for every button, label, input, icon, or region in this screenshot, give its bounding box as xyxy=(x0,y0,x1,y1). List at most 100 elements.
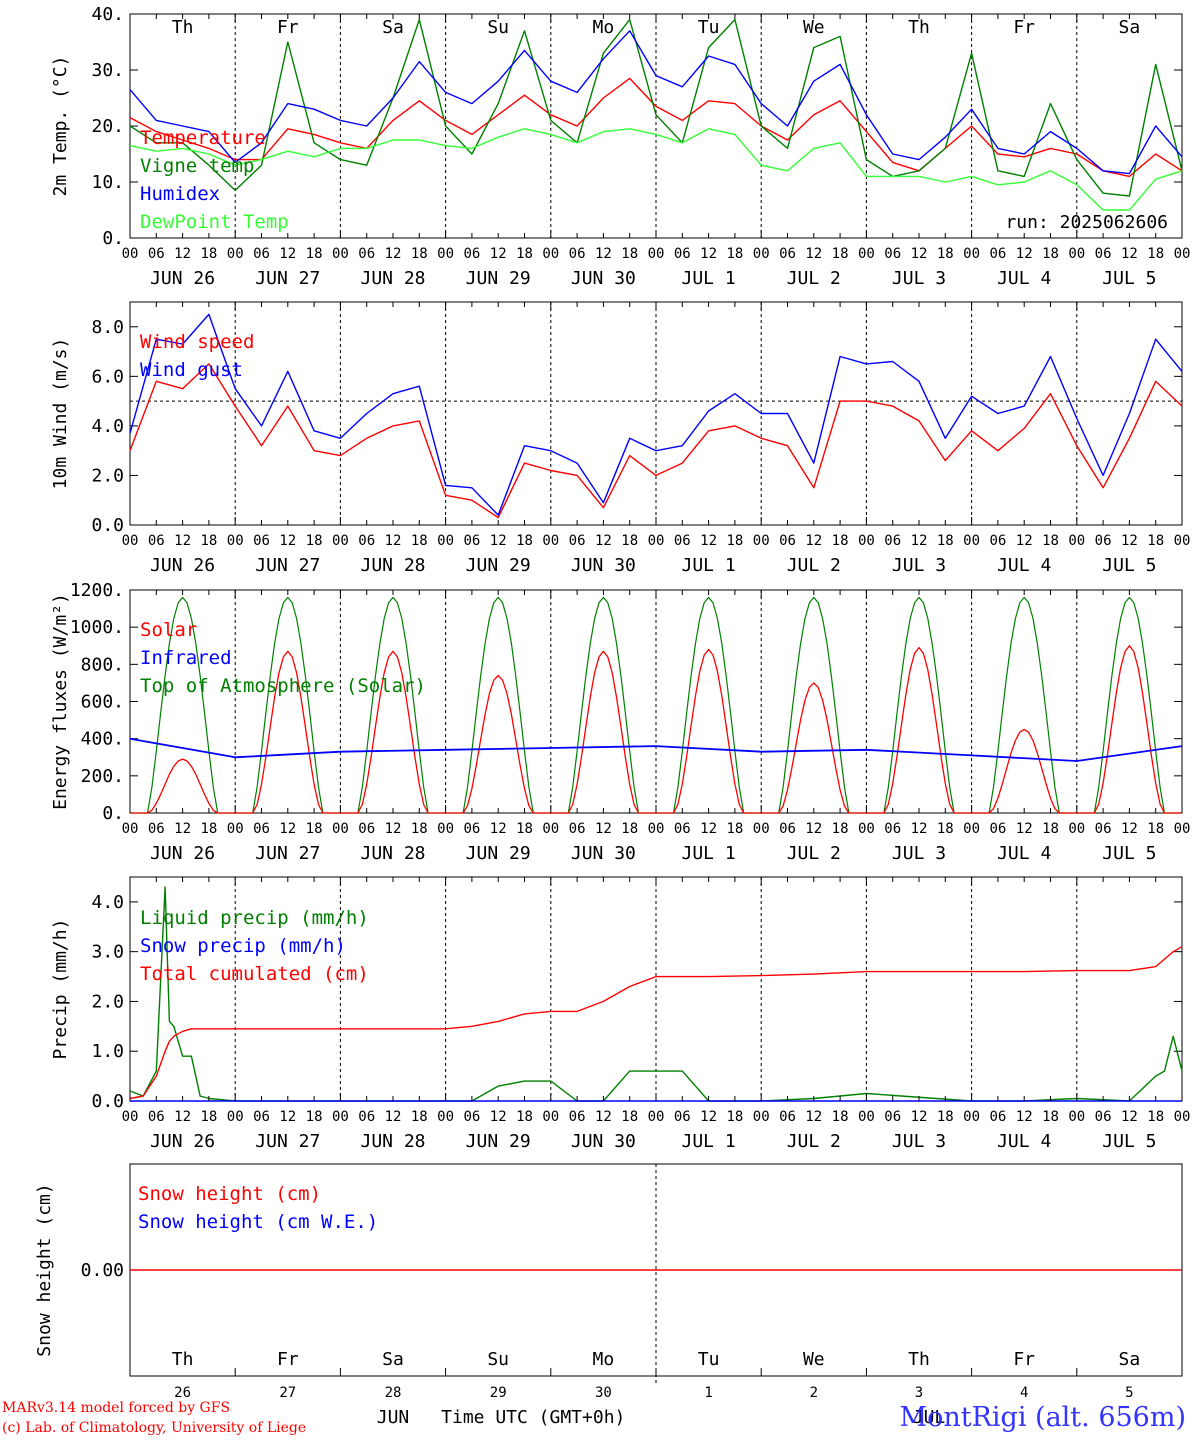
x-hour-label: 06 xyxy=(148,246,165,262)
x-hour-label: 18 xyxy=(832,246,849,262)
x-hour-label: 00 xyxy=(227,246,244,262)
x-hour-label: 18 xyxy=(726,533,743,549)
x-hour-label: 06 xyxy=(358,1109,375,1125)
x-hour-label: 12 xyxy=(490,821,507,837)
x-hour-label: 00 xyxy=(122,246,139,262)
x-date-label: JUL 3 xyxy=(892,268,946,289)
x-hour-label: 18 xyxy=(516,533,533,549)
y-tick-label: 1200. xyxy=(70,580,124,601)
y-tick-label: 2.0 xyxy=(91,465,124,486)
x-hour-label: 06 xyxy=(674,1109,691,1125)
x-hour-label: 12 xyxy=(595,246,612,262)
x-hour-label: 12 xyxy=(700,821,717,837)
x-date-label: JUL 4 xyxy=(997,555,1051,576)
x-date-label: JUL 5 xyxy=(1102,1131,1156,1152)
x-hour-label: 12 xyxy=(174,246,191,262)
x-hour-label: 00 xyxy=(332,533,349,549)
x-hour-label: 12 xyxy=(595,533,612,549)
x-hour-label: 00 xyxy=(227,533,244,549)
x-hour-label: 12 xyxy=(805,246,822,262)
x-hour-label: 00 xyxy=(963,1109,980,1125)
x-hour-label: 06 xyxy=(358,246,375,262)
y-tick-label: 2.0 xyxy=(91,991,124,1012)
y-axis-label: Energy fluxes (W/m²) xyxy=(50,593,71,810)
x-hour-label: 18 xyxy=(411,821,428,837)
x-hour-label: 06 xyxy=(884,1109,901,1125)
x-hour-label: 18 xyxy=(1042,1109,1059,1125)
x-hour-label: 18 xyxy=(306,246,323,262)
day-number-label: 4 xyxy=(1020,1385,1028,1401)
weekday-label: Sa xyxy=(1119,17,1141,38)
x-date-label: JUL 4 xyxy=(997,1131,1051,1152)
x-date-label: JUN 27 xyxy=(255,268,320,289)
y-tick-label: 4.0 xyxy=(91,892,124,913)
x-hour-label: 12 xyxy=(490,246,507,262)
weekday-label: Th xyxy=(172,1349,194,1370)
day-number-label: 30 xyxy=(595,1385,612,1401)
x-hour-label: 06 xyxy=(358,533,375,549)
x-date-label: JUN 29 xyxy=(466,843,531,864)
x-date-label: JUL 1 xyxy=(682,555,736,576)
legend-entry: Wind gust xyxy=(140,359,243,381)
x-hour-label: 00 xyxy=(1174,246,1191,262)
x-date-label: JUN 28 xyxy=(360,555,425,576)
x-date-label: JUL 2 xyxy=(787,555,841,576)
x-hour-label: 00 xyxy=(858,533,875,549)
x-hour-label: 00 xyxy=(542,1109,559,1125)
y-tick-label: 800. xyxy=(81,654,124,675)
x-hour-label: 00 xyxy=(332,246,349,262)
x-date-label: JUN 30 xyxy=(571,268,636,289)
series-line-temperature xyxy=(129,77,1183,178)
month-label: JUL xyxy=(913,1407,946,1428)
x-hour-label: 12 xyxy=(174,533,191,549)
x-hour-label: 06 xyxy=(989,821,1006,837)
x-hour-label: 06 xyxy=(989,246,1006,262)
x-hour-label: 06 xyxy=(779,246,796,262)
x-hour-label: 18 xyxy=(200,1109,217,1125)
weekday-label: Th xyxy=(172,17,194,38)
x-hour-label: 06 xyxy=(148,1109,165,1125)
x-hour-label: 06 xyxy=(884,533,901,549)
series-line-total-cumulated-cm- xyxy=(129,946,1183,1100)
y-axis-label: 10m Wind (m/s) xyxy=(50,338,71,490)
x-hour-label: 18 xyxy=(411,1109,428,1125)
x-hour-label: 18 xyxy=(937,821,954,837)
x-date-label: JUL 3 xyxy=(892,1131,946,1152)
y-tick-label: 1000. xyxy=(70,617,124,638)
x-hour-label: 06 xyxy=(674,246,691,262)
x-hour-label: 06 xyxy=(674,533,691,549)
weekday-label: Sa xyxy=(1119,1349,1141,1370)
x-hour-label: 00 xyxy=(1068,1109,1085,1125)
day-number-label: 1 xyxy=(704,1385,712,1401)
weekday-label: Mo xyxy=(593,1349,615,1370)
x-hour-label: 06 xyxy=(253,246,270,262)
x-hour-label: 00 xyxy=(753,246,770,262)
x-date-label: JUL 2 xyxy=(787,1131,841,1152)
legend-entry: Infrared xyxy=(140,647,232,669)
x-date-label: JUL 4 xyxy=(997,268,1051,289)
y-tick-label: 0. xyxy=(102,228,124,249)
x-hour-label: 06 xyxy=(463,246,480,262)
x-hour-label: 12 xyxy=(595,1109,612,1125)
x-hour-label: 00 xyxy=(858,246,875,262)
x-hour-label: 00 xyxy=(542,533,559,549)
x-hour-label: 00 xyxy=(753,533,770,549)
x-hour-label: 00 xyxy=(963,821,980,837)
x-hour-label: 00 xyxy=(1174,533,1191,549)
x-hour-label: 06 xyxy=(1095,1109,1112,1125)
x-hour-label: 00 xyxy=(227,1109,244,1125)
x-date-label: JUN 27 xyxy=(255,1131,320,1152)
weekday-label: Su xyxy=(487,1349,509,1370)
lab-credit: (c) Lab. of Climatology, University of L… xyxy=(2,1420,307,1436)
day-number-label: 5 xyxy=(1125,1385,1133,1401)
x-hour-label: 12 xyxy=(595,821,612,837)
x-hour-label: 00 xyxy=(1174,821,1191,837)
x-hour-label: 06 xyxy=(884,246,901,262)
x-hour-label: 12 xyxy=(1121,1109,1138,1125)
day-number-label: 3 xyxy=(915,1385,923,1401)
x-hour-label: 00 xyxy=(1068,821,1085,837)
x-hour-label: 00 xyxy=(122,533,139,549)
x-hour-label: 06 xyxy=(569,246,586,262)
x-hour-label: 06 xyxy=(884,821,901,837)
y-tick-label: 30. xyxy=(91,60,124,81)
